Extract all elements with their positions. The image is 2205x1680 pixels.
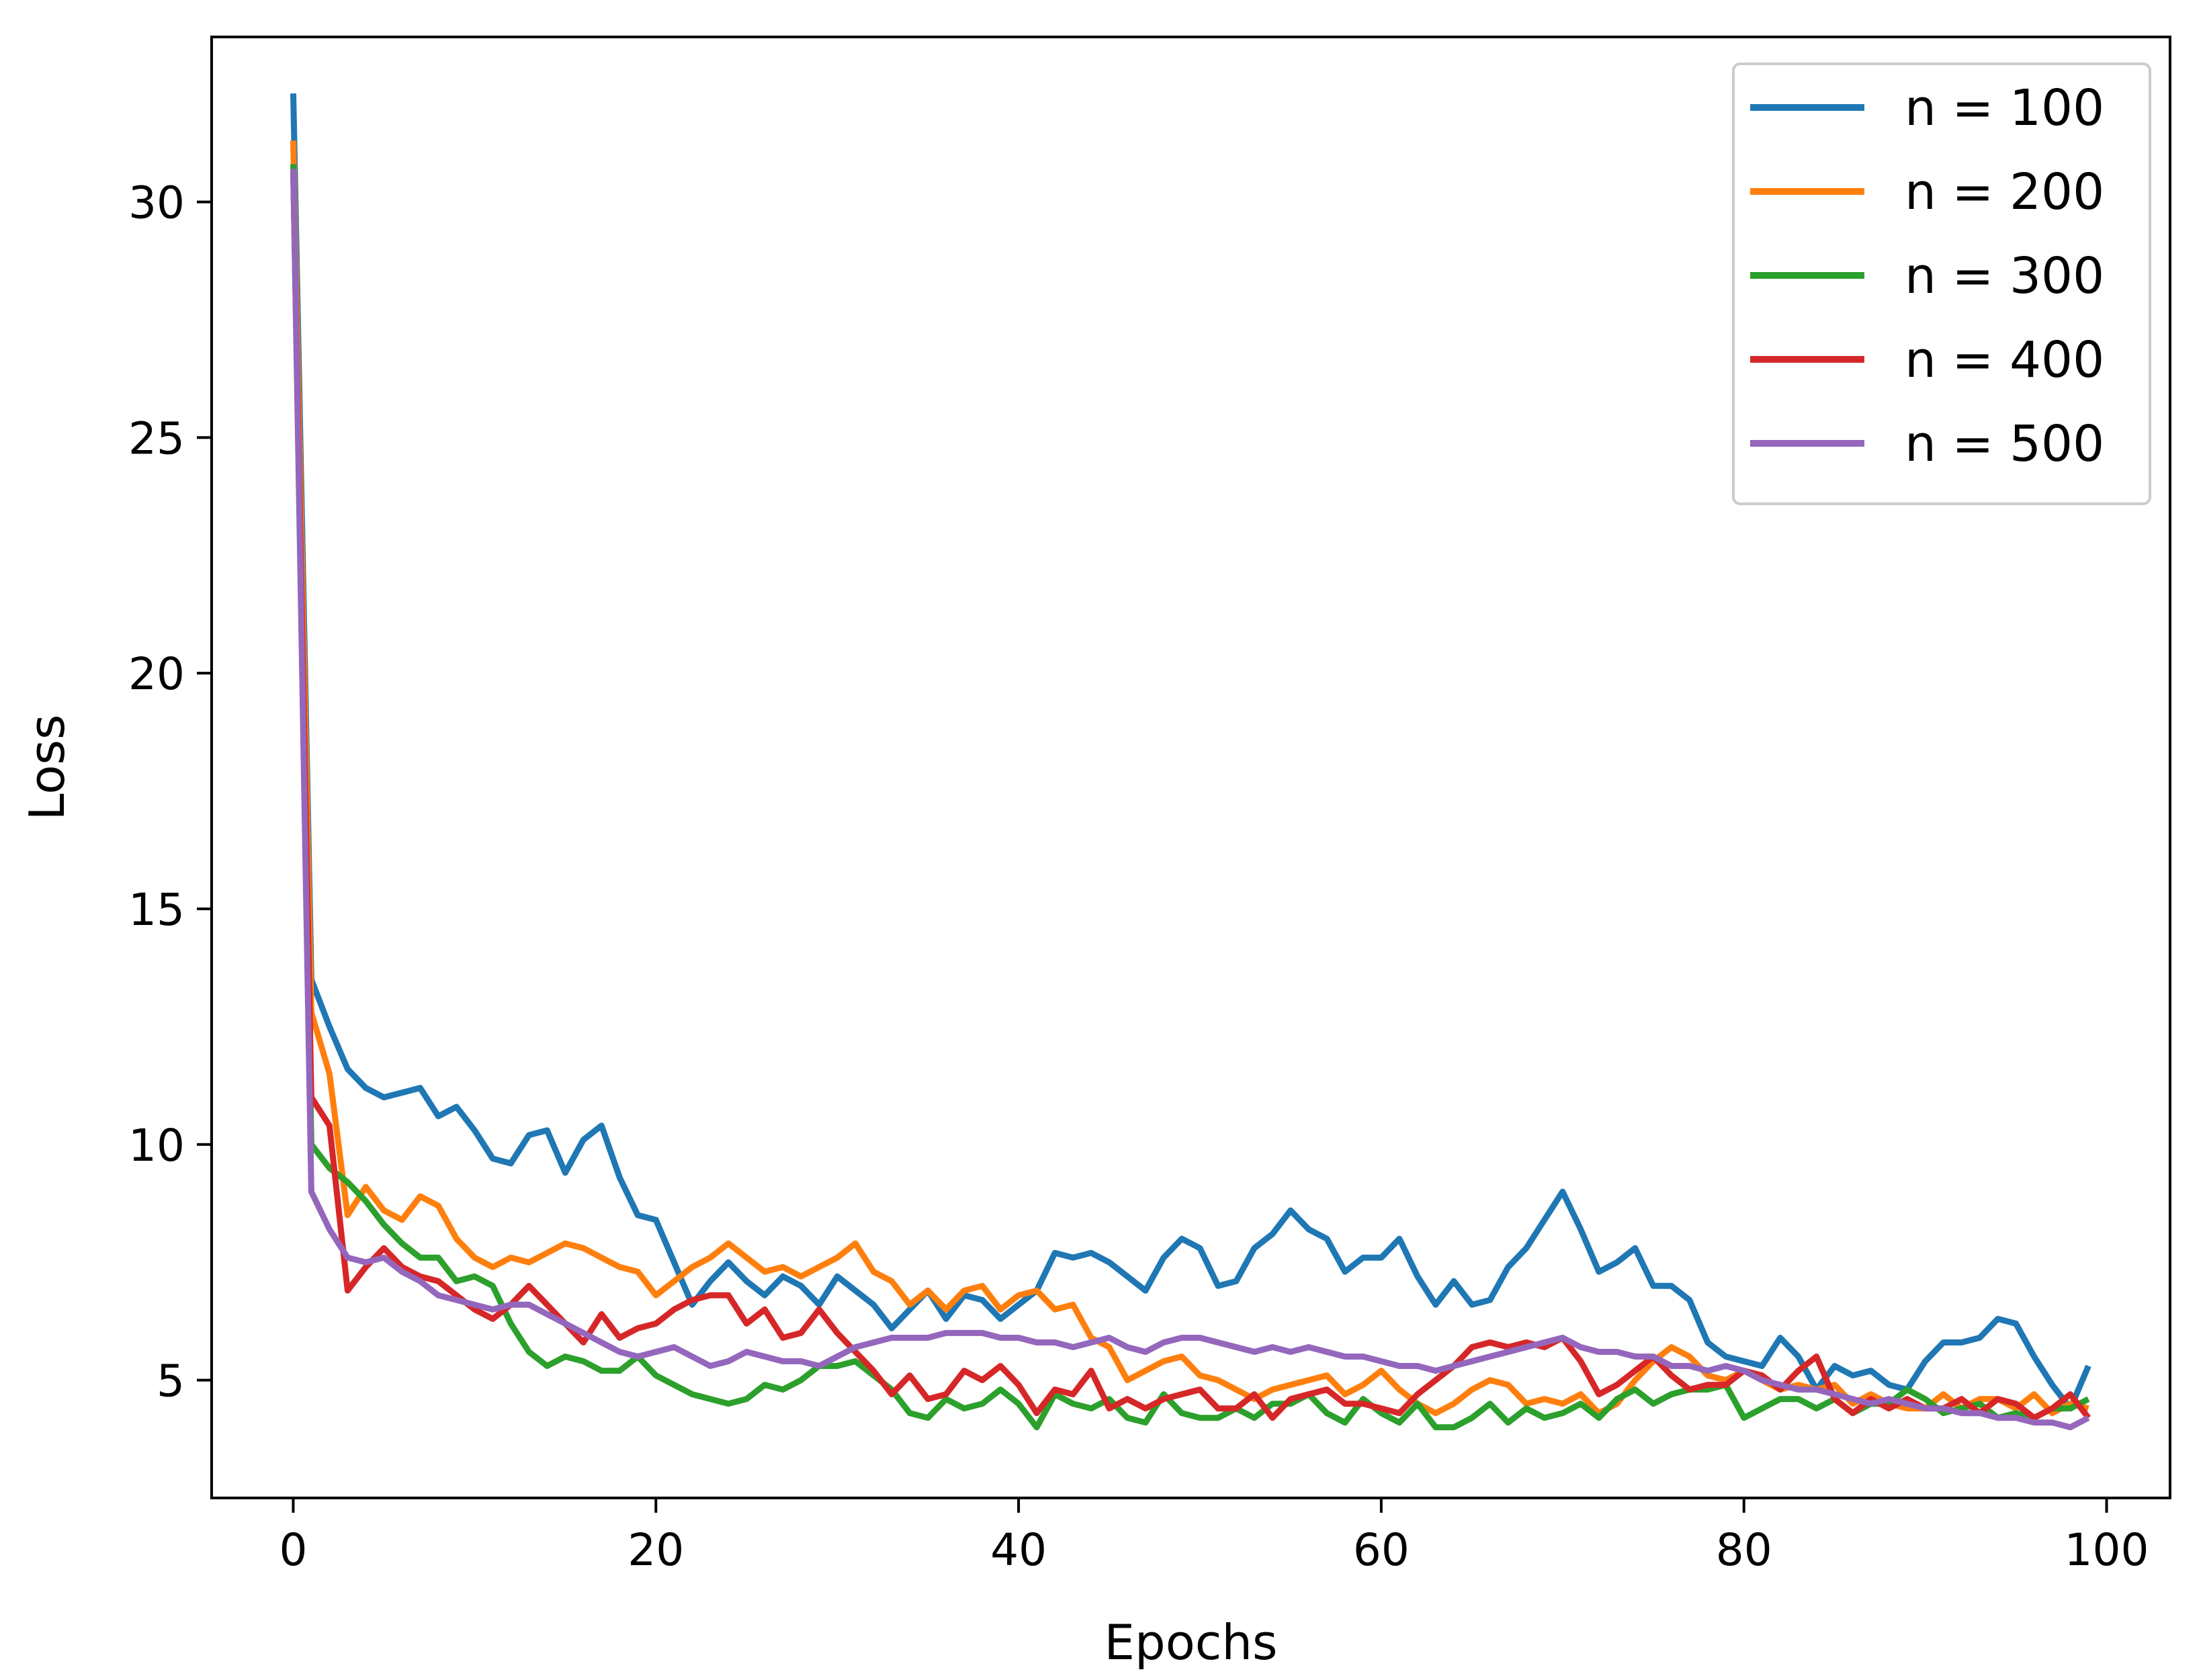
x-axis-ticks: 0 20 40 60 80 100 [279,1498,2149,1576]
x-tick-label: 80 [1716,1524,1772,1576]
legend: n = 100 n = 200 n = 300 n = 400 n = 500 [1732,62,2151,505]
x-tick-label: 100 [2065,1524,2149,1576]
x-axis-label: Epochs [1105,1614,1278,1671]
x-tick-label: 20 [628,1524,684,1576]
legend-label: n = 200 [1905,163,2104,221]
series-line-5 [290,169,2090,1431]
legend-frame [1732,62,2151,505]
plot-area-frame [210,36,2171,1499]
legend-label: n = 300 [1905,247,2104,305]
y-axis-label: Loss [19,715,75,821]
legend-label: n = 100 [1905,79,2104,137]
legend-label: n = 500 [1905,415,2104,473]
x-tick-label: 60 [1353,1524,1410,1576]
y-tick-label: 25 [128,412,185,464]
y-tick-label: 20 [128,648,185,700]
series-line-3 [290,164,2090,1431]
series-layer [290,93,2091,1431]
series-line-4 [290,173,2091,1421]
y-tick-label: 30 [128,177,185,229]
legend-label: n = 400 [1905,331,2104,389]
x-tick-label: 40 [990,1524,1047,1576]
series-line-1 [290,93,2091,1412]
y-tick-label: 15 [128,884,185,936]
y-axis-ticks: 5 10 15 20 25 30 [128,177,212,1407]
y-tick-label: 10 [128,1120,185,1171]
y-tick-label: 5 [157,1356,185,1407]
x-tick-label: 0 [279,1524,307,1576]
